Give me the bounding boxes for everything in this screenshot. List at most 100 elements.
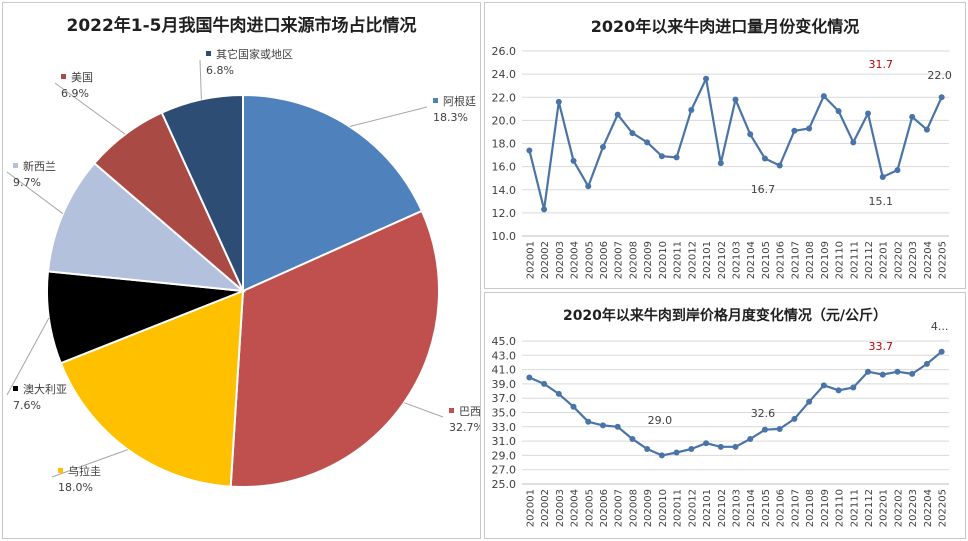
x-tick-label: 202104	[746, 489, 757, 527]
data-point	[761, 426, 768, 433]
x-tick-label: 202002	[540, 489, 551, 527]
x-tick-label: 202006	[599, 489, 610, 527]
data-point	[820, 93, 827, 100]
pie-slice	[242, 93, 424, 293]
slice-label: 其它国家或地区	[216, 47, 293, 61]
data-point	[541, 380, 548, 387]
y-tick-label: 20.0	[492, 114, 517, 127]
data-point	[644, 139, 651, 146]
data-point	[732, 96, 739, 103]
data-point	[585, 183, 592, 190]
leader-line	[54, 82, 126, 135]
x-tick-label: 202009	[643, 489, 654, 527]
pie-chart: 阿根廷 18.3% 巴西 32.7% 乌拉圭 18.0% 澳大利亚 7.6% 新西兰 9.7% 美国…	[6, 47, 480, 494]
x-tick-label: 202203	[908, 241, 919, 279]
data-point	[894, 368, 901, 375]
y-tick-label: 26.0	[492, 45, 517, 58]
x-tick-label: 202205	[938, 241, 949, 279]
data-point	[791, 127, 798, 134]
data-point	[761, 155, 768, 162]
x-tick-label: 202103	[732, 241, 743, 279]
x-tick-label: 202201	[879, 241, 890, 279]
x-tick-label: 202205	[938, 489, 949, 527]
data-point	[776, 162, 783, 169]
data-point	[806, 398, 813, 405]
data-point	[732, 443, 739, 450]
slice-label: 澳大利亚	[23, 382, 67, 396]
x-tick-label: 202012	[687, 489, 698, 527]
leader-line	[199, 59, 202, 100]
data-point	[923, 360, 930, 367]
y-tick-label: 37.0	[492, 392, 517, 405]
x-tick-label: 202011	[673, 489, 684, 527]
x-tick-label: 202006	[599, 241, 610, 279]
x-tick-label: 202111	[849, 489, 860, 527]
x-tick-label: 202004	[570, 241, 581, 279]
data-point	[747, 131, 754, 138]
slice-value-label: 6.8%	[206, 64, 234, 77]
data-point	[555, 390, 562, 397]
pie-slice	[46, 161, 247, 293]
data-point	[835, 108, 842, 115]
slice-value-label: 6.9%	[61, 87, 89, 100]
pie-slice	[229, 209, 440, 488]
data-label: 31.7	[868, 58, 893, 71]
y-tick-label: 43.0	[492, 349, 517, 362]
x-tick-label: 202007	[614, 489, 625, 527]
data-point	[541, 206, 548, 213]
x-tick-label: 202008	[628, 489, 639, 527]
x-tick-label: 202107	[790, 489, 801, 527]
x-tick-label: 202106	[776, 489, 787, 527]
import-volume-title: 2020年以来牛肉进口量月份变化情况	[590, 17, 860, 36]
data-point	[894, 167, 901, 174]
data-point	[688, 106, 695, 113]
data-point	[526, 374, 533, 381]
data-point	[599, 143, 606, 150]
leader-line	[6, 171, 64, 215]
legend-marker	[58, 468, 63, 473]
data-point	[703, 75, 710, 82]
x-tick-label: 202010	[658, 241, 669, 279]
data-label: 4...	[931, 320, 949, 333]
data-point	[806, 125, 813, 132]
data-point	[673, 154, 680, 161]
pie-slice	[59, 289, 245, 488]
data-point	[865, 368, 872, 375]
x-tick-label: 202001	[525, 241, 536, 279]
data-point	[614, 423, 621, 430]
x-tick-label: 202009	[643, 241, 654, 279]
data-point	[614, 111, 621, 118]
x-tick-label: 202102	[717, 241, 728, 279]
data-point	[555, 98, 562, 105]
legend-marker	[206, 51, 211, 56]
slice-label: 新西兰	[23, 159, 56, 173]
slice-value-label: 7.6%	[13, 399, 41, 412]
leader-line	[51, 449, 128, 478]
slice-label: 巴西	[459, 405, 480, 418]
x-tick-label: 202201	[879, 489, 890, 527]
data-point	[673, 449, 680, 456]
x-tick-label: 202005	[584, 489, 595, 527]
data-point	[938, 94, 945, 101]
import-volume-panel: 2020年以来牛肉进口量月份变化情况 10.0 12.0 14.0 16.0 18.0 2…	[484, 2, 966, 289]
data-label: 32.6	[751, 407, 776, 420]
x-tick-label: 202105	[761, 241, 772, 279]
x-tick-label: 202107	[790, 241, 801, 279]
x-tick-label: 202203	[908, 489, 919, 527]
y-tick-label: 25.0	[492, 478, 517, 491]
data-point	[585, 418, 592, 425]
data-point	[644, 445, 651, 452]
x-tick-label: 202007	[614, 241, 625, 279]
y-tick-label: 29.0	[492, 449, 517, 462]
data-point	[658, 452, 665, 459]
x-tick-label: 202108	[805, 241, 816, 279]
x-tick-label: 202109	[820, 241, 831, 279]
slice-label: 阿根廷	[443, 94, 476, 108]
y-tick-label: 31.0	[492, 435, 517, 448]
x-tick-label: 202001	[525, 489, 536, 527]
x-tick-label: 202110	[835, 241, 846, 279]
data-point	[658, 153, 665, 160]
x-tick-label: 202104	[746, 241, 757, 279]
x-tick-label: 202002	[540, 241, 551, 279]
data-point	[526, 147, 533, 154]
